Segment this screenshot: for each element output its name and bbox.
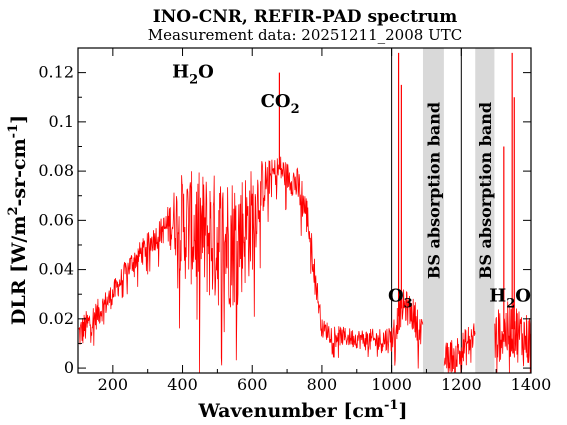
annotation-1: H2O xyxy=(172,62,214,88)
absorption-band-2 xyxy=(475,48,495,373)
x-axis-label: Wavenumber [cm-1] xyxy=(198,398,408,422)
y-tick-label-1: 0.02 xyxy=(38,309,74,328)
y-tick-label-0: 0 xyxy=(64,358,74,377)
y-axis-label: DLR [W/m2-sr-cm-1] xyxy=(6,115,30,325)
x-tick-label-800: 800 xyxy=(307,375,338,394)
x-tick-label-1200: 1200 xyxy=(441,375,482,394)
spectrum-line xyxy=(78,156,532,374)
band-label-1: BS absorption band xyxy=(424,102,443,279)
y-tick-label-5: 0.1 xyxy=(49,112,74,131)
x-tick-label-400: 400 xyxy=(167,375,198,394)
plot-area: 200 400 600 800 1000 1200 1400 0 0.02 0.04 0.06 0.0… xyxy=(38,47,552,394)
chart-subtitle: Measurement data: 20251211_2008 UTC xyxy=(148,26,462,44)
band-label-2: BS absorption band xyxy=(476,102,495,279)
y-tick-label-2: 0.04 xyxy=(38,260,74,279)
plot-frame xyxy=(77,47,532,374)
y-tick-label-4: 0.08 xyxy=(38,161,74,180)
x-tick-label-600: 600 xyxy=(237,375,268,394)
annotation-4: H2O xyxy=(489,286,531,312)
annotation-3: O3 xyxy=(388,286,413,312)
annotation-2: CO2 xyxy=(261,91,300,117)
x-tick-label-200: 200 xyxy=(98,375,129,394)
x-tick-label-1000: 1000 xyxy=(371,375,412,394)
chart-title: INO-CNR, REFIR-PAD spectrum xyxy=(153,7,457,27)
x-tick-label-1400: 1400 xyxy=(511,375,552,394)
y-tick-label-3: 0.06 xyxy=(38,210,74,229)
absorption-band-1 xyxy=(422,48,444,373)
y-tick-label-6: 0.12 xyxy=(38,63,74,82)
